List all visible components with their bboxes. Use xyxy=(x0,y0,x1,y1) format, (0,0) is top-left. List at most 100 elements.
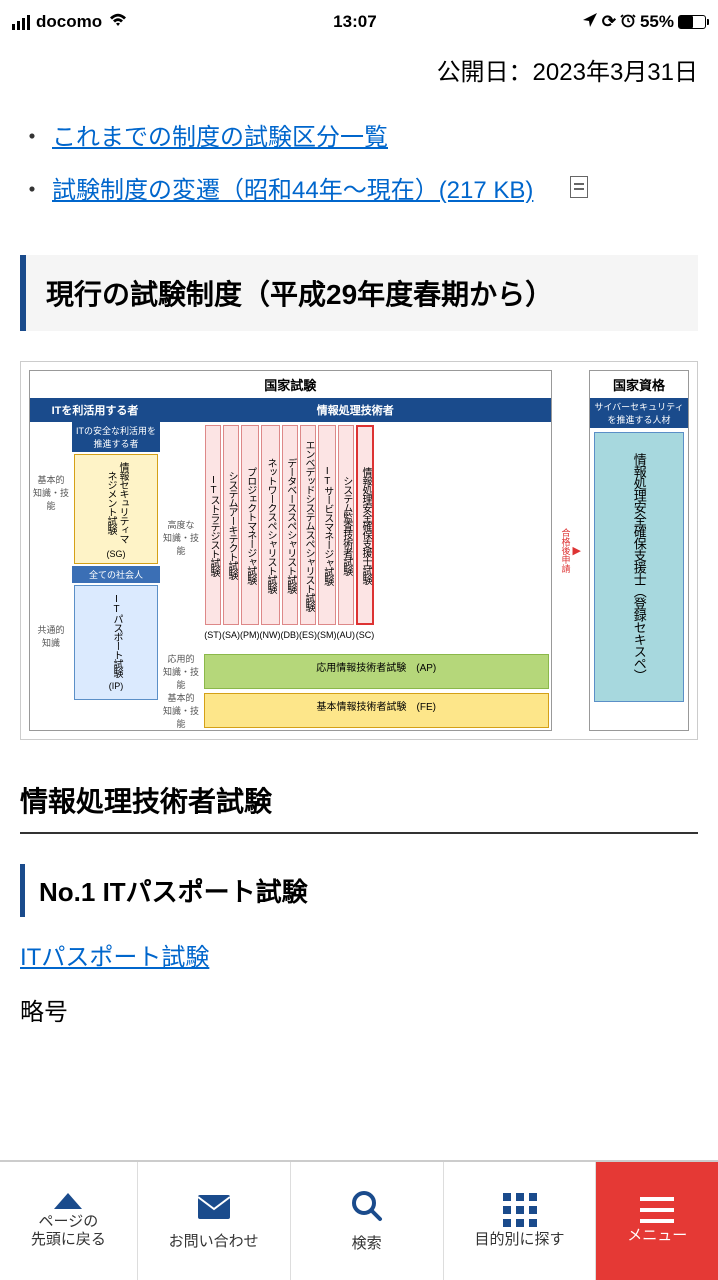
status-time: 13:07 xyxy=(333,12,376,32)
riss-name: 情報処理安全確保支援士（登録セキスペ） xyxy=(631,453,647,681)
refresh-icon: ⟳ xyxy=(602,12,616,32)
battery-pct: 55% xyxy=(640,12,674,32)
tech-header: 情報処理技術者 xyxy=(160,398,551,422)
ip-exam-code: (IP) xyxy=(109,681,124,691)
exam-system-chart: 国家試験 ITを利活用する者 基本的 知識・技能 ITの安全な利活用を推進する者… xyxy=(20,361,698,740)
nav-search-label: 検索 xyxy=(352,1235,382,1253)
level-advanced-label: 高度な 知識・技能 xyxy=(160,422,202,652)
battery-icon xyxy=(678,15,706,29)
bullet: ・ xyxy=(20,177,44,204)
bottom-nav: ページの 先頭に戻る お問い合わせ 検索 目的別に探す メニュー xyxy=(0,1160,718,1280)
level-common-label: 共通的 知識 xyxy=(30,566,72,706)
advanced-exams-grid: ITストラテジスト試験 (ST) システムアーキテクト試験 (SA) プロジェクトマネー… xyxy=(202,422,377,652)
chart-title-right: 国家資格 xyxy=(590,371,688,398)
exam-box: 情報処理安全確保支援士試験 xyxy=(356,425,374,625)
exam-code: (SA) xyxy=(222,630,240,640)
everyone-header: 全ての社会人 xyxy=(72,566,160,583)
envelope-icon xyxy=(196,1192,232,1229)
search-icon xyxy=(350,1189,384,1231)
status-bar: docomo 13:07 ⟳ 55% xyxy=(0,0,718,44)
body-link-wrapper: ITパスポート試験 xyxy=(20,937,698,972)
chart-national-qual: 国家資格 サイバーセキュリティを推進する人材 情報処理安全確保支援士（登録セキス… xyxy=(589,370,689,731)
sg-exam-box: 情報セキュリティマネジメント試験 (SG) xyxy=(74,454,158,564)
chart-it-users-column: ITを利活用する者 基本的 知識・技能 ITの安全な利活用を推進する者 情報セキ… xyxy=(30,398,160,730)
exam-box: ITサービスマネージャ試験 xyxy=(318,425,336,625)
nav-top-label: ページの 先頭に戻る xyxy=(31,1213,106,1249)
exam-code: (AU) xyxy=(337,630,356,640)
exam-code: (SM) xyxy=(317,630,337,640)
exam-box: システムアーキテクト試験 xyxy=(223,425,239,625)
cyber-header: サイバーセキュリティを推進する人材 xyxy=(590,398,688,428)
arrow-container: 合格後申請 ▶ xyxy=(560,370,581,731)
exam-name: システムアーキテクト試験 xyxy=(225,471,237,579)
status-right: ⟳ 55% xyxy=(582,12,706,33)
section-title: 情報処理技術者試験 xyxy=(20,780,698,834)
grid-icon xyxy=(503,1193,537,1227)
link-item: ・試験制度の変遷（昭和44年～現在）(217 KB) xyxy=(20,168,698,205)
nav-contact[interactable]: お問い合わせ xyxy=(138,1162,291,1280)
nav-page-top[interactable]: ページの 先頭に戻る xyxy=(0,1162,138,1280)
exam-code: (NW) xyxy=(260,630,281,640)
ip-exam-link[interactable]: ITパスポート試験 xyxy=(20,944,209,971)
exam-box: ネットワークスペシャリスト試験 xyxy=(261,425,280,625)
exam-name: データベーススペシャリスト試験 xyxy=(284,458,296,593)
history-link[interactable]: これまでの制度の試験区分一覧 xyxy=(52,124,388,151)
chart-title-left: 国家試験 xyxy=(30,371,551,398)
arrow-label: 合格後申請 xyxy=(560,528,573,573)
pdf-link[interactable]: 試験制度の変遷（昭和44年～現在）(217 KB) xyxy=(52,177,533,204)
section-header: 現行の試験制度（平成29年度春期から） xyxy=(20,255,698,331)
exam-code: (DB) xyxy=(281,630,300,640)
ip-exam-box: ITパスポート試験 (IP) xyxy=(74,585,158,700)
exam-name: エンベデッドシステムスペシャリスト試験 xyxy=(302,440,314,611)
nav-search[interactable]: 検索 xyxy=(291,1162,444,1280)
nav-purpose-label: 目的別に探す xyxy=(475,1231,565,1249)
exam-code: (PM) xyxy=(240,630,260,640)
subsection-title: No.1 ITパスポート試験 xyxy=(20,864,698,917)
page-content: 公開日：2023年3月31日 ・これまでの制度の試験区分一覧 ・試験制度の変遷（… xyxy=(0,52,718,740)
chevron-up-icon xyxy=(54,1193,82,1209)
exam-code: (SC) xyxy=(355,630,375,640)
hamburger-icon xyxy=(640,1197,674,1223)
ap-exam-bar: 応用情報技術者試験 (AP) xyxy=(204,654,549,689)
chart-tech-column: 情報処理技術者 高度な 知識・技能 ITストラテジスト試験 (ST) システムアーキ… xyxy=(160,398,551,730)
exam-box: データベーススペシャリスト試験 xyxy=(282,425,299,625)
carrier-label: docomo xyxy=(36,12,102,32)
wifi-icon xyxy=(108,12,128,33)
document-icon xyxy=(570,176,588,198)
fe-exam-bar: 基本情報技術者試験 (FE) xyxy=(204,693,549,728)
link-item: ・これまでの制度の試験区分一覧 xyxy=(20,117,698,152)
exam-name: ITストラテジスト試験 xyxy=(207,475,219,576)
alarm-icon xyxy=(620,12,636,33)
arrow-icon: ▶ xyxy=(573,544,581,557)
exam-box: ITストラテジスト試験 xyxy=(205,425,221,625)
exam-box: システム監査技術者試験 xyxy=(338,425,355,625)
status-left: docomo xyxy=(12,12,128,33)
sg-exam-name: 情報セキュリティマネジメント試験 xyxy=(104,459,128,545)
ip-exam-name: ITパスポート試験 xyxy=(110,594,122,677)
exam-box: プロジェクトマネージャ試験 xyxy=(241,425,259,625)
signal-icon xyxy=(12,15,30,30)
exam-name: ネットワークスペシャリスト試験 xyxy=(264,458,276,593)
sg-exam-code: (SG) xyxy=(107,549,126,559)
exam-name: 情報処理安全確保支援士試験 xyxy=(359,467,371,584)
riss-box: 情報処理安全確保支援士（登録セキスペ） xyxy=(594,432,684,702)
level-applied-label: 応用的 知識・技能 xyxy=(160,652,202,691)
publication-date: 公開日：2023年3月31日 xyxy=(20,52,698,87)
exam-name: システム監査技術者試験 xyxy=(340,476,352,575)
exam-name: ITサービスマネージャ試験 xyxy=(321,466,333,585)
nav-purpose[interactable]: 目的別に探す xyxy=(444,1162,597,1280)
nav-contact-label: お問い合わせ xyxy=(169,1233,259,1251)
abbreviation-label: 略号 xyxy=(20,992,698,1027)
it-safe-header: ITの安全な利活用を推進する者 xyxy=(72,422,160,452)
level-basic-label: 基本的 知識・技能 xyxy=(30,422,72,562)
chart-national-exam: 国家試験 ITを利活用する者 基本的 知識・技能 ITの安全な利活用を推進する者… xyxy=(29,370,552,731)
exam-box: エンベデッドシステムスペシャリスト試験 xyxy=(300,425,316,625)
level-basic2-label: 基本的 知識・技能 xyxy=(160,691,202,730)
exam-code: (ST) xyxy=(204,630,222,640)
nav-menu-label: メニュー xyxy=(627,1227,687,1245)
exam-code: (ES) xyxy=(299,630,317,640)
exam-name: プロジェクトマネージャ試験 xyxy=(244,467,256,584)
it-users-header: ITを利活用する者 xyxy=(30,398,160,422)
nav-menu[interactable]: メニュー xyxy=(596,1162,718,1280)
location-icon xyxy=(582,12,598,33)
